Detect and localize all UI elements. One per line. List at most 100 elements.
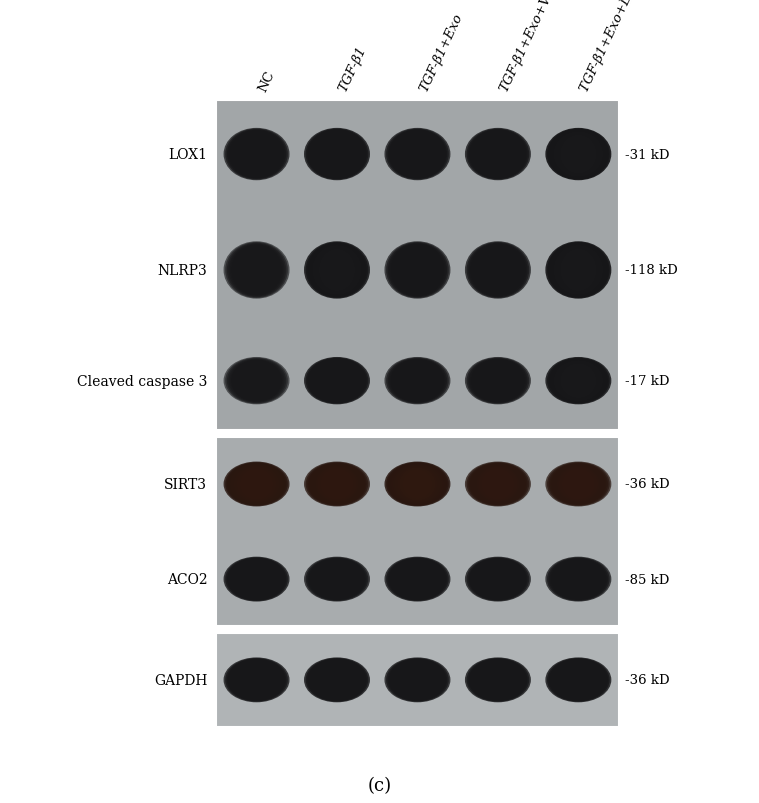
Ellipse shape: [316, 561, 358, 597]
Ellipse shape: [465, 658, 531, 703]
Ellipse shape: [307, 243, 367, 298]
Ellipse shape: [557, 247, 600, 294]
Ellipse shape: [412, 145, 423, 165]
Ellipse shape: [389, 244, 446, 297]
Ellipse shape: [312, 560, 362, 599]
Ellipse shape: [557, 134, 600, 176]
Ellipse shape: [490, 369, 506, 393]
Ellipse shape: [335, 149, 339, 161]
Ellipse shape: [465, 128, 531, 181]
Ellipse shape: [495, 673, 501, 687]
Ellipse shape: [480, 136, 516, 174]
Ellipse shape: [330, 371, 344, 392]
Ellipse shape: [552, 360, 605, 402]
Ellipse shape: [324, 565, 350, 593]
Ellipse shape: [235, 467, 278, 503]
Ellipse shape: [405, 138, 430, 171]
Ellipse shape: [324, 666, 350, 695]
Ellipse shape: [251, 259, 262, 282]
Ellipse shape: [465, 357, 531, 405]
Ellipse shape: [491, 670, 505, 690]
Ellipse shape: [244, 565, 269, 593]
Ellipse shape: [317, 662, 357, 697]
Ellipse shape: [488, 668, 508, 692]
Ellipse shape: [405, 565, 430, 593]
Ellipse shape: [483, 665, 513, 695]
Text: SIRT3: SIRT3: [164, 478, 207, 491]
Ellipse shape: [399, 250, 436, 291]
Ellipse shape: [411, 258, 424, 283]
Ellipse shape: [568, 668, 588, 692]
Ellipse shape: [490, 473, 506, 495]
Ellipse shape: [563, 251, 594, 290]
Ellipse shape: [491, 143, 505, 166]
Ellipse shape: [317, 562, 357, 597]
Ellipse shape: [572, 371, 585, 392]
Ellipse shape: [309, 463, 365, 505]
Ellipse shape: [247, 472, 266, 497]
Ellipse shape: [572, 670, 585, 690]
Ellipse shape: [335, 264, 339, 277]
Ellipse shape: [470, 360, 526, 403]
Ellipse shape: [481, 137, 515, 173]
Ellipse shape: [247, 668, 266, 692]
Ellipse shape: [385, 357, 450, 405]
Ellipse shape: [330, 475, 344, 495]
Ellipse shape: [473, 465, 523, 503]
Ellipse shape: [386, 358, 449, 404]
Ellipse shape: [405, 252, 430, 289]
Ellipse shape: [402, 565, 433, 594]
Ellipse shape: [398, 135, 437, 175]
Ellipse shape: [495, 147, 501, 163]
Ellipse shape: [465, 242, 531, 300]
Ellipse shape: [414, 147, 420, 163]
Ellipse shape: [409, 369, 426, 393]
Ellipse shape: [385, 557, 450, 601]
Ellipse shape: [567, 367, 590, 395]
Ellipse shape: [550, 131, 606, 179]
Ellipse shape: [235, 134, 278, 176]
Ellipse shape: [335, 376, 339, 386]
Ellipse shape: [402, 665, 433, 695]
Ellipse shape: [327, 668, 347, 692]
Text: TGF-β1+Exo+LOX1 OE: TGF-β1+Exo+LOX1 OE: [578, 0, 657, 94]
Text: LOX1: LOX1: [168, 148, 207, 162]
Ellipse shape: [487, 566, 509, 593]
Ellipse shape: [567, 566, 590, 593]
Ellipse shape: [477, 134, 519, 176]
Ellipse shape: [470, 463, 526, 505]
Ellipse shape: [473, 661, 523, 699]
Ellipse shape: [546, 128, 611, 181]
Ellipse shape: [322, 251, 352, 290]
Ellipse shape: [307, 463, 367, 506]
Ellipse shape: [247, 369, 266, 394]
Ellipse shape: [550, 244, 606, 297]
Ellipse shape: [225, 243, 288, 299]
Ellipse shape: [228, 244, 285, 297]
Ellipse shape: [495, 573, 501, 586]
Ellipse shape: [412, 671, 423, 689]
Ellipse shape: [480, 364, 516, 399]
Ellipse shape: [306, 129, 368, 181]
Ellipse shape: [401, 251, 434, 291]
Ellipse shape: [495, 373, 501, 389]
Text: -17 kD: -17 kD: [625, 375, 669, 388]
Ellipse shape: [399, 136, 436, 174]
Ellipse shape: [396, 561, 439, 597]
Ellipse shape: [401, 365, 434, 398]
Ellipse shape: [467, 358, 529, 404]
Ellipse shape: [546, 462, 611, 507]
Ellipse shape: [485, 666, 511, 695]
Ellipse shape: [386, 243, 449, 299]
Ellipse shape: [473, 361, 523, 402]
Ellipse shape: [471, 360, 524, 402]
Ellipse shape: [550, 360, 606, 403]
Ellipse shape: [406, 254, 429, 287]
Ellipse shape: [238, 663, 275, 697]
Ellipse shape: [330, 258, 344, 283]
Ellipse shape: [414, 573, 420, 586]
Ellipse shape: [546, 557, 611, 601]
Ellipse shape: [237, 562, 276, 597]
Ellipse shape: [248, 369, 265, 393]
Ellipse shape: [560, 663, 597, 697]
